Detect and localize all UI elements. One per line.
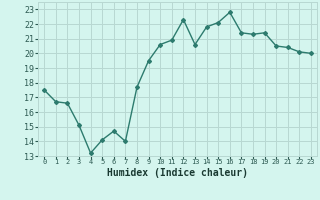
X-axis label: Humidex (Indice chaleur): Humidex (Indice chaleur) — [107, 168, 248, 178]
